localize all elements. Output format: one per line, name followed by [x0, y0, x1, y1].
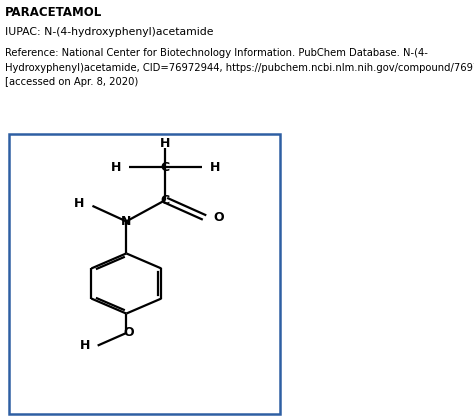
- Text: C: C: [161, 194, 170, 206]
- Text: O: O: [124, 326, 134, 339]
- Text: C: C: [161, 161, 170, 173]
- Text: H: H: [111, 161, 121, 173]
- Text: O: O: [214, 211, 224, 224]
- Text: H: H: [74, 197, 84, 210]
- Text: Hydroxyphenyl)acetamide, CID=76972944, https://pubchem.ncbi.nlm.nih.gov/compound: Hydroxyphenyl)acetamide, CID=76972944, h…: [5, 63, 474, 73]
- Text: H: H: [80, 339, 90, 352]
- Text: [accessed on Apr. 8, 2020): [accessed on Apr. 8, 2020): [5, 77, 138, 87]
- Text: H: H: [210, 161, 220, 173]
- Text: PARACETAMOL: PARACETAMOL: [5, 6, 102, 19]
- Text: N: N: [121, 215, 131, 228]
- Text: H: H: [160, 137, 171, 150]
- Text: Reference: National Center for Biotechnology Information. PubChem Database. N-(4: Reference: National Center for Biotechno…: [5, 48, 428, 58]
- Text: IUPAC: N-(4-hydroxyphenyl)acetamide: IUPAC: N-(4-hydroxyphenyl)acetamide: [5, 27, 213, 37]
